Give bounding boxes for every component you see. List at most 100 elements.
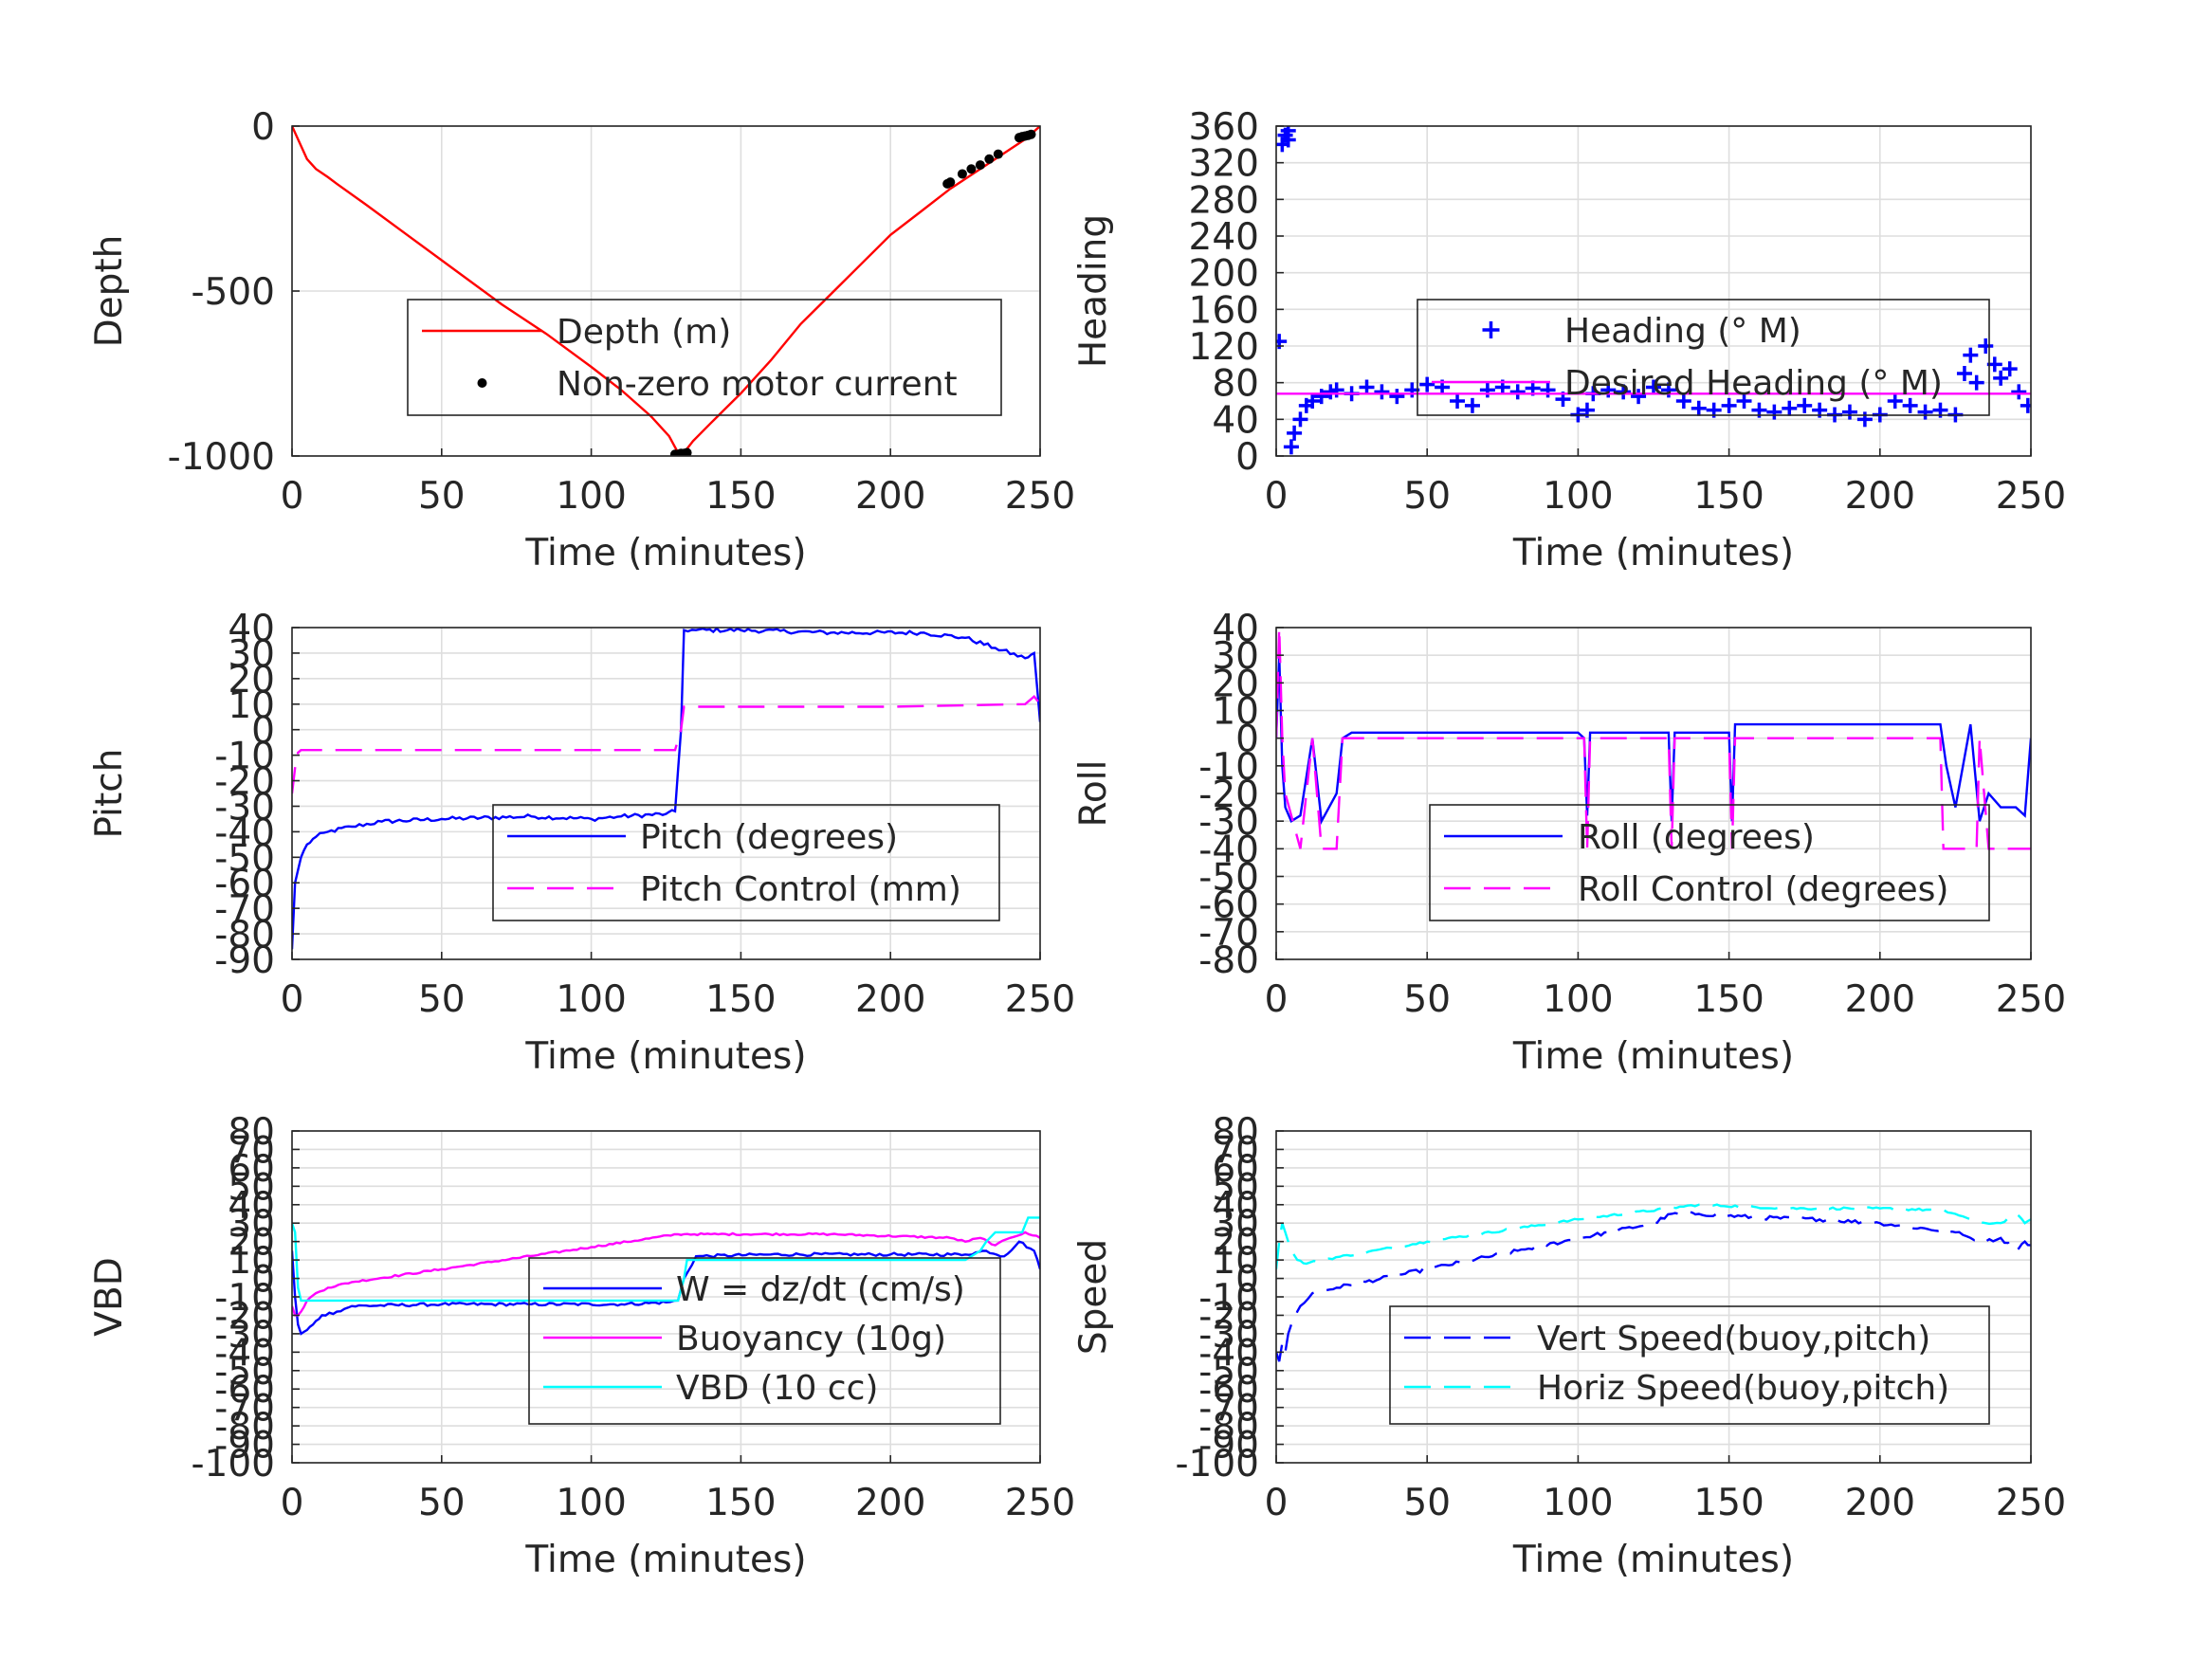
y-tick-label: 40 [1212, 608, 1259, 650]
x-tick-label: 250 [1005, 475, 1075, 518]
y-tick-label: 200 [1189, 253, 1259, 296]
y-tick-label: 20 [228, 1222, 275, 1265]
x-tick-label: 150 [1693, 475, 1764, 518]
x-tick-label: 100 [556, 475, 626, 518]
series-heading-0-point [1691, 400, 1707, 416]
legend-box [1417, 299, 1990, 416]
series-heading-0-point [1887, 393, 1903, 409]
series-heading-0-point [1616, 384, 1632, 400]
y-tick-label: 240 [1189, 216, 1259, 259]
y-tick-label: 30 [1212, 635, 1259, 678]
x-tick-label: 200 [1845, 475, 1915, 518]
legend-box [1389, 1305, 1990, 1425]
x-tick-label: 150 [1693, 978, 1764, 1021]
series-heading-0-point [1283, 439, 1299, 455]
y-tick-label: -70 [214, 1388, 275, 1431]
series-heading-0-point [1313, 389, 1329, 405]
series-heading-0-point [2020, 397, 2031, 413]
x-axis-label: Time (minutes) [524, 532, 806, 574]
series-depth-1-point [1026, 129, 1036, 139]
y-tick-label: -500 [191, 271, 275, 314]
y-tick-label: -30 [214, 1314, 275, 1357]
x-tick-label: 150 [705, 475, 776, 518]
legend-label: Pitch (degrees) [640, 818, 898, 857]
y-tick-label: -50 [1198, 857, 1259, 900]
chart-pitch: 0 50 100 150 200 250-90-80-70-60-50-40-30-20-… [88, 608, 1075, 1078]
y-tick-label: 70 [228, 1129, 275, 1172]
y-axis-label: Roll [1072, 760, 1115, 828]
y-tick-label: 50 [228, 1166, 275, 1209]
y-tick-label: -20 [214, 761, 275, 804]
x-tick-label: 250 [1005, 978, 1075, 1021]
y-tick-label: 40 [1212, 1185, 1259, 1228]
series-vbd-1-line [292, 1231, 1040, 1317]
series-heading-0-point [2002, 361, 2018, 377]
y-tick-label: -10 [1198, 1277, 1259, 1320]
series-vbd-2-line [292, 1216, 1040, 1303]
series-roll-1-line [1276, 628, 2031, 850]
legend-label: Vert Speed(buoy,pitch) [1537, 1320, 1930, 1358]
y-tick-label: -20 [1198, 774, 1259, 816]
series-heading-0-point [1328, 382, 1344, 398]
series-heading-0-point [1978, 338, 1994, 354]
y-tick-label: -70 [214, 888, 275, 931]
plot-area [292, 628, 1040, 959]
series-heading-0-point [1956, 366, 1972, 381]
legend: Heading (° M) Desired Heading (° M) [1417, 299, 1990, 416]
y-tick-label: 60 [228, 1148, 275, 1191]
series-heading-0-point [1721, 397, 1737, 413]
series-heading-0-point [1509, 384, 1526, 400]
chart-speed: 0 50 100 150 200 250-100-90-80-70-60-50-40-30… [1072, 1111, 2066, 1581]
series-depth-1-point [945, 177, 956, 188]
y-tick-label: 50 [1212, 1166, 1259, 1209]
y-tick-label: -90 [1198, 1425, 1259, 1468]
x-tick-label: 0 [281, 475, 304, 518]
y-tick-label: -80 [214, 1406, 275, 1449]
y-tick-label: -90 [214, 1425, 275, 1468]
series-heading-0-point [1993, 370, 2009, 386]
x-axis-label: Time (minutes) [524, 1539, 806, 1581]
y-tick-label: 30 [228, 633, 275, 676]
legend-box [407, 299, 1002, 416]
y-tick-label: 10 [228, 1240, 275, 1283]
x-tick-label: 100 [1543, 978, 1613, 1021]
y-tick-label: -1000 [168, 436, 275, 479]
x-tick-label: 50 [418, 1482, 466, 1524]
x-tick-label: 250 [1996, 978, 2066, 1021]
y-tick-label: -60 [214, 863, 275, 905]
x-tick-label: 200 [855, 978, 925, 1021]
x-tick-label: 100 [1543, 475, 1613, 518]
y-axis-label: VBD [88, 1257, 131, 1336]
y-tick-label: 30 [228, 1203, 275, 1246]
x-tick-label: 200 [855, 475, 925, 518]
series-heading-0-point [1766, 404, 1782, 420]
y-tick-label: 20 [228, 659, 275, 702]
y-tick-label: -80 [1198, 1406, 1259, 1449]
series-heading-0-point [1841, 404, 1857, 420]
x-axis-label: Time (minutes) [524, 1035, 806, 1078]
series-heading-0-point [1374, 384, 1390, 400]
legend: Vert Speed(buoy,pitch) Horiz Speed(buoy,p… [1389, 1305, 1990, 1425]
series-heading-0-point [1782, 400, 1798, 416]
series-speed-1-line [1276, 1203, 2031, 1269]
y-tick-label: 10 [228, 684, 275, 727]
y-tick-label: -50 [214, 1351, 275, 1394]
y-tick-label: 40 [228, 608, 275, 650]
series-heading-0-point [1963, 347, 1979, 363]
x-axis-label: Time (minutes) [1512, 1539, 1794, 1581]
y-tick-label: 60 [1212, 1148, 1259, 1191]
series-heading-0-point [1479, 382, 1495, 398]
axes-frame [1275, 125, 2032, 457]
data-layer [1276, 628, 2031, 850]
y-tick-label: 320 [1189, 143, 1259, 186]
series-heading-0-point [1736, 393, 1752, 409]
legend-box [1429, 804, 1990, 921]
y-tick-label: 10 [1212, 691, 1259, 734]
y-axis-label: Pitch [88, 749, 131, 839]
legend-swatch [1482, 321, 1500, 338]
legend-label: Pitch Control (mm) [640, 870, 961, 909]
series-heading-0-point [2011, 384, 2027, 400]
y-axis-label: Depth [88, 235, 131, 348]
y-tick-label: -10 [1198, 746, 1259, 789]
series-heading-0-point [1600, 382, 1617, 398]
